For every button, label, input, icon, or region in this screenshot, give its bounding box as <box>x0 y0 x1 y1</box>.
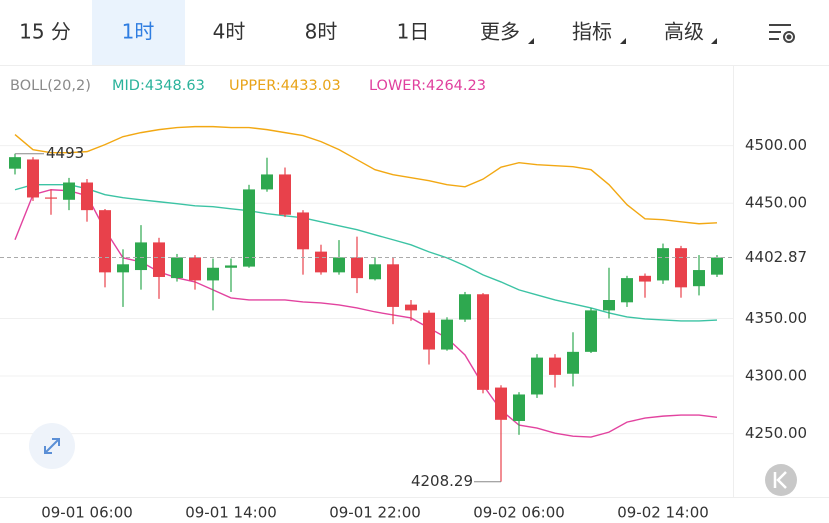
y-tick-label: 4450.00 <box>745 194 807 212</box>
candle-body <box>603 300 615 311</box>
candle-body <box>117 264 129 273</box>
candle-body <box>369 264 381 280</box>
active-tab-background <box>92 0 185 65</box>
candle-body <box>27 159 39 198</box>
tab[interactable]: 更多 <box>480 20 520 44</box>
candle-body <box>297 212 309 250</box>
plot-area: BOLL(20,2) MID:4348.63 UPPER:4433.03 LOWER:… <box>0 78 807 522</box>
y-tick-label: 4300.00 <box>745 367 807 385</box>
candle-body <box>315 251 327 273</box>
tab[interactable]: 1日 <box>397 20 430 44</box>
candle-body <box>711 257 723 275</box>
candle-body <box>639 275 651 282</box>
y-tick-label: 4350.00 <box>745 309 807 327</box>
candle-body <box>495 387 507 420</box>
candle-body <box>477 294 489 390</box>
candle-body <box>225 265 237 268</box>
y-tick-label: 4250.00 <box>745 424 807 442</box>
candle-body <box>243 189 255 267</box>
scroll-latest-button[interactable] <box>765 464 797 496</box>
candle-body <box>621 278 633 303</box>
x-tick-label: 09-01 14:00 <box>185 504 277 522</box>
bollinger-line <box>14 189 718 438</box>
indicator-legend: LOWER:4264.23 <box>369 78 486 94</box>
candle-body <box>171 257 183 279</box>
max-price-label: 4493 <box>46 144 84 162</box>
candle-body <box>279 174 291 215</box>
x-tick-label: 09-02 06:00 <box>473 504 565 522</box>
candle-body <box>333 257 345 273</box>
tab[interactable]: 4时 <box>213 20 246 44</box>
candle-body <box>387 264 399 307</box>
x-tick-label: 09-01 06:00 <box>41 504 133 522</box>
indicator-legend: MID:4348.63 <box>112 78 205 94</box>
tab[interactable]: 指标 <box>572 20 612 44</box>
last-price-label: 4402.87 <box>745 248 807 266</box>
y-tick-label: 4500.00 <box>745 136 807 154</box>
candle-body <box>513 394 525 421</box>
bollinger-line <box>14 183 718 322</box>
candle-body <box>135 242 147 271</box>
candle-body <box>549 357 561 375</box>
candle-body <box>153 242 165 277</box>
x-tick-label: 09-01 22:00 <box>329 504 421 522</box>
x-tick-label: 09-02 14:00 <box>617 504 709 522</box>
candle-body <box>63 182 75 200</box>
candle-body <box>423 312 435 350</box>
candle-body <box>675 248 687 288</box>
candle-body <box>693 270 705 287</box>
candle-body <box>459 294 471 320</box>
candle-body <box>441 319 453 350</box>
bollinger-line <box>14 125 718 225</box>
candle-body <box>657 248 669 281</box>
candle-body <box>405 304 417 311</box>
candle-body <box>99 210 111 273</box>
candle-body <box>585 310 597 352</box>
settings-icon[interactable] <box>769 24 795 43</box>
tab[interactable]: 1时 <box>122 20 155 44</box>
indicator-legend: BOLL(20,2) <box>10 78 91 94</box>
candle-body <box>189 257 201 281</box>
dropdown-icon[interactable] <box>528 38 534 44</box>
candle-body <box>207 267 219 281</box>
candle-body <box>81 182 93 211</box>
expand-button[interactable] <box>29 423 75 469</box>
candle-body <box>45 197 57 199</box>
min-price-label: 4208.29 <box>411 472 473 490</box>
candle-body <box>531 357 543 395</box>
dropdown-icon[interactable] <box>711 38 717 44</box>
tab-bar: 15 分 1时 4时 8时 1日 更多 指标 高级 <box>0 0 829 66</box>
candle-body <box>9 157 21 169</box>
candle-body <box>567 351 579 374</box>
indicator-legend: UPPER:4433.03 <box>229 78 341 94</box>
tab[interactable]: 高级 <box>664 20 704 44</box>
candle-body <box>351 257 363 279</box>
candle-body <box>261 174 273 190</box>
tab[interactable]: 15 分 <box>19 20 71 44</box>
tab[interactable]: 8时 <box>305 20 338 44</box>
dropdown-icon[interactable] <box>620 38 626 44</box>
